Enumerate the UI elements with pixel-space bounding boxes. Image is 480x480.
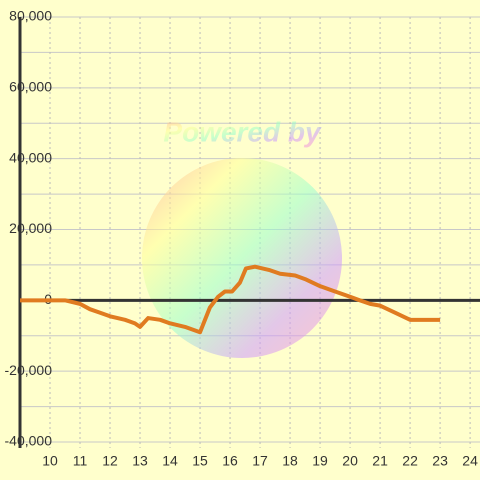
x-tick-label: 13 [132, 453, 148, 469]
x-tick-label: 16 [222, 453, 238, 469]
x-tick-label: 14 [162, 453, 178, 469]
y-tick-label: 40,000 [9, 149, 52, 165]
x-tick-label: 19 [312, 453, 328, 469]
x-tick-label: 22 [402, 453, 418, 469]
x-tick-label: 21 [372, 453, 388, 469]
x-tick-label: 23 [432, 453, 448, 469]
x-tick-label: 10 [42, 453, 58, 469]
y-tick-label: -40,000 [5, 433, 53, 449]
y-tick-label: 80,000 [9, 8, 52, 24]
x-tick-label: 12 [102, 453, 118, 469]
y-tick-label: -20,000 [5, 362, 53, 378]
x-tick-label: 17 [252, 453, 268, 469]
watermark-logo [142, 158, 342, 358]
y-tick-label: 20,000 [9, 220, 52, 236]
x-tick-label: 18 [282, 453, 298, 469]
x-tick-label: 20 [342, 453, 358, 469]
watermark-text: Powered by [163, 116, 322, 147]
x-tick-label: 15 [192, 453, 208, 469]
x-tick-label: 24 [462, 453, 478, 469]
x-tick-label: 11 [73, 453, 88, 469]
y-tick-label: 60,000 [9, 79, 52, 95]
line [20, 264, 441, 335]
